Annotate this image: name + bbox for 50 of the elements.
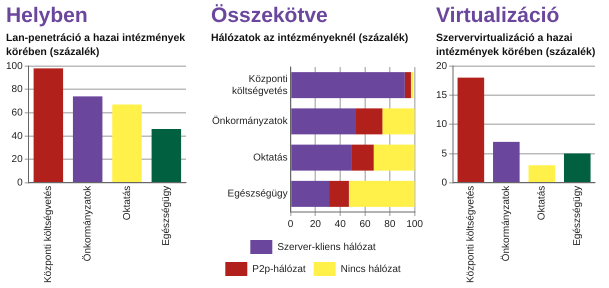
bar bbox=[291, 108, 356, 134]
y-tick-label: 80 bbox=[12, 84, 24, 96]
y-tick-label: 15 bbox=[436, 90, 448, 101]
bar bbox=[382, 108, 415, 134]
y-tick-label: 0 bbox=[17, 177, 24, 188]
x-tick-label: 40 bbox=[334, 218, 346, 230]
y-tick-label: 100 bbox=[6, 60, 24, 72]
y-tick-label: Oktatás bbox=[253, 152, 288, 164]
bar bbox=[291, 144, 352, 171]
x-tick-label: 80 bbox=[384, 218, 396, 230]
x-tick-label: Önkormányzatok bbox=[81, 184, 94, 262]
chart-title: Virtualizáció bbox=[436, 4, 560, 28]
bar bbox=[528, 165, 556, 182]
y-tick-label: 40 bbox=[12, 130, 24, 142]
bar bbox=[351, 144, 374, 171]
bar bbox=[355, 108, 382, 134]
x-tick-label: Oktatás bbox=[122, 186, 133, 220]
y-tick-label: 0 bbox=[442, 177, 448, 188]
y-tick-label: 20 bbox=[12, 154, 24, 166]
legend-label: Szerver-kliens hálózat bbox=[277, 242, 376, 253]
bar bbox=[564, 154, 591, 182]
chart-subtitle: Szervervirtualizáció a hazai intézmények körében (százalék) bbox=[436, 31, 596, 59]
legend-label: Nincs hálózat bbox=[340, 264, 401, 275]
legend-label: P2p-hálózat bbox=[252, 264, 306, 275]
bar bbox=[329, 180, 349, 207]
bar bbox=[458, 78, 484, 182]
chart-title: Helyben bbox=[6, 4, 89, 28]
bar bbox=[291, 180, 330, 207]
bar bbox=[374, 144, 415, 171]
chart-title: Összekötve bbox=[211, 4, 329, 28]
x-tick-label: Egészségügy bbox=[161, 186, 172, 246]
bar bbox=[493, 142, 520, 182]
bar bbox=[291, 72, 405, 98]
y-tick-label: 60 bbox=[12, 107, 24, 118]
y-tick-label: Központi költségvetés bbox=[232, 74, 288, 97]
x-tick-label: Oktatás bbox=[536, 186, 548, 220]
y-tick-label: 5 bbox=[442, 148, 448, 160]
bar bbox=[410, 72, 414, 98]
x-tick-label: Önkormányzatok bbox=[500, 184, 512, 262]
y-tick-label: Önkormányzatok bbox=[212, 115, 289, 128]
x-tick-label: 20 bbox=[310, 218, 322, 230]
chart-subtitle: Hálózatok az intézményeknél (százalék) bbox=[211, 31, 410, 45]
chart-subtitle: Lan-penetráció a hazai intézmények körében (százalék) bbox=[6, 31, 186, 59]
x-tick-label: 100 bbox=[406, 218, 424, 230]
x-tick-label: Egészségügy bbox=[572, 186, 584, 246]
bar bbox=[404, 72, 411, 98]
y-tick-label: 20 bbox=[436, 60, 448, 72]
y-tick-label: 10 bbox=[436, 119, 448, 130]
x-tick-label: 60 bbox=[359, 218, 372, 230]
bar bbox=[348, 180, 415, 207]
